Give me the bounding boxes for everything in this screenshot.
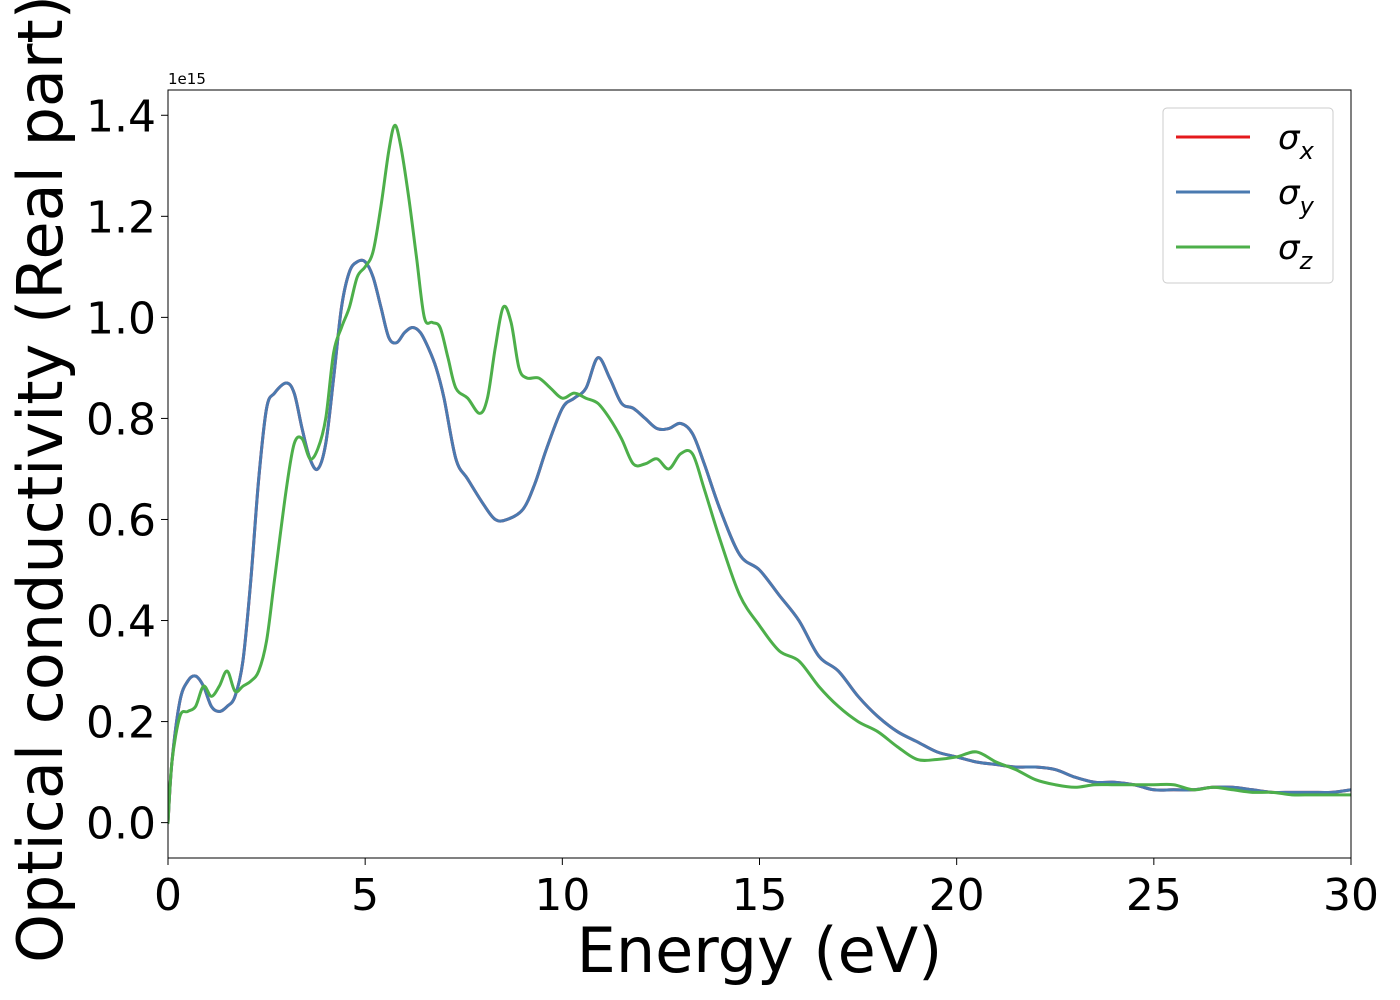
x-tick-label: 10 xyxy=(534,870,590,921)
y-tick-label: 0.8 xyxy=(86,394,156,445)
legend-label-x: σx xyxy=(1278,118,1315,165)
x-tick-label: 20 xyxy=(929,870,985,921)
legend: σx σy σz xyxy=(1162,107,1334,284)
y-tick-label: 0.6 xyxy=(86,495,156,546)
series-layer xyxy=(168,123,1351,825)
series-line-y xyxy=(168,258,1351,825)
y-tick-label: 0.4 xyxy=(86,597,156,648)
legend-box xyxy=(1162,107,1334,284)
y-tick-label: 1.2 xyxy=(86,192,156,243)
legend-label-z: σz xyxy=(1278,228,1314,275)
y-axis-title: Optical conductivity (Real part) xyxy=(4,0,77,963)
y-offset-label: 1e15 xyxy=(168,70,206,88)
series-line-z xyxy=(168,123,1351,825)
x-axis: 0 5 10 15 20 25 30 xyxy=(154,858,1379,921)
x-axis-title: Energy (eV) xyxy=(577,914,943,987)
y-axis: 0.0 0.2 0.4 0.6 0.8 1.0 1.2 1.4 xyxy=(86,91,168,850)
y-tick-label: 1.0 xyxy=(86,293,156,344)
y-tick-label: 1.4 xyxy=(86,91,156,142)
x-tick-label: 25 xyxy=(1126,870,1182,921)
x-tick-label: 15 xyxy=(732,870,788,921)
y-tick-label: 0.0 xyxy=(86,799,156,850)
x-tick-label: 30 xyxy=(1323,870,1379,921)
x-tick-label: 5 xyxy=(351,870,379,921)
y-tick-label: 0.2 xyxy=(86,698,156,749)
x-tick-label: 0 xyxy=(154,870,182,921)
legend-label-y: σy xyxy=(1278,173,1315,220)
